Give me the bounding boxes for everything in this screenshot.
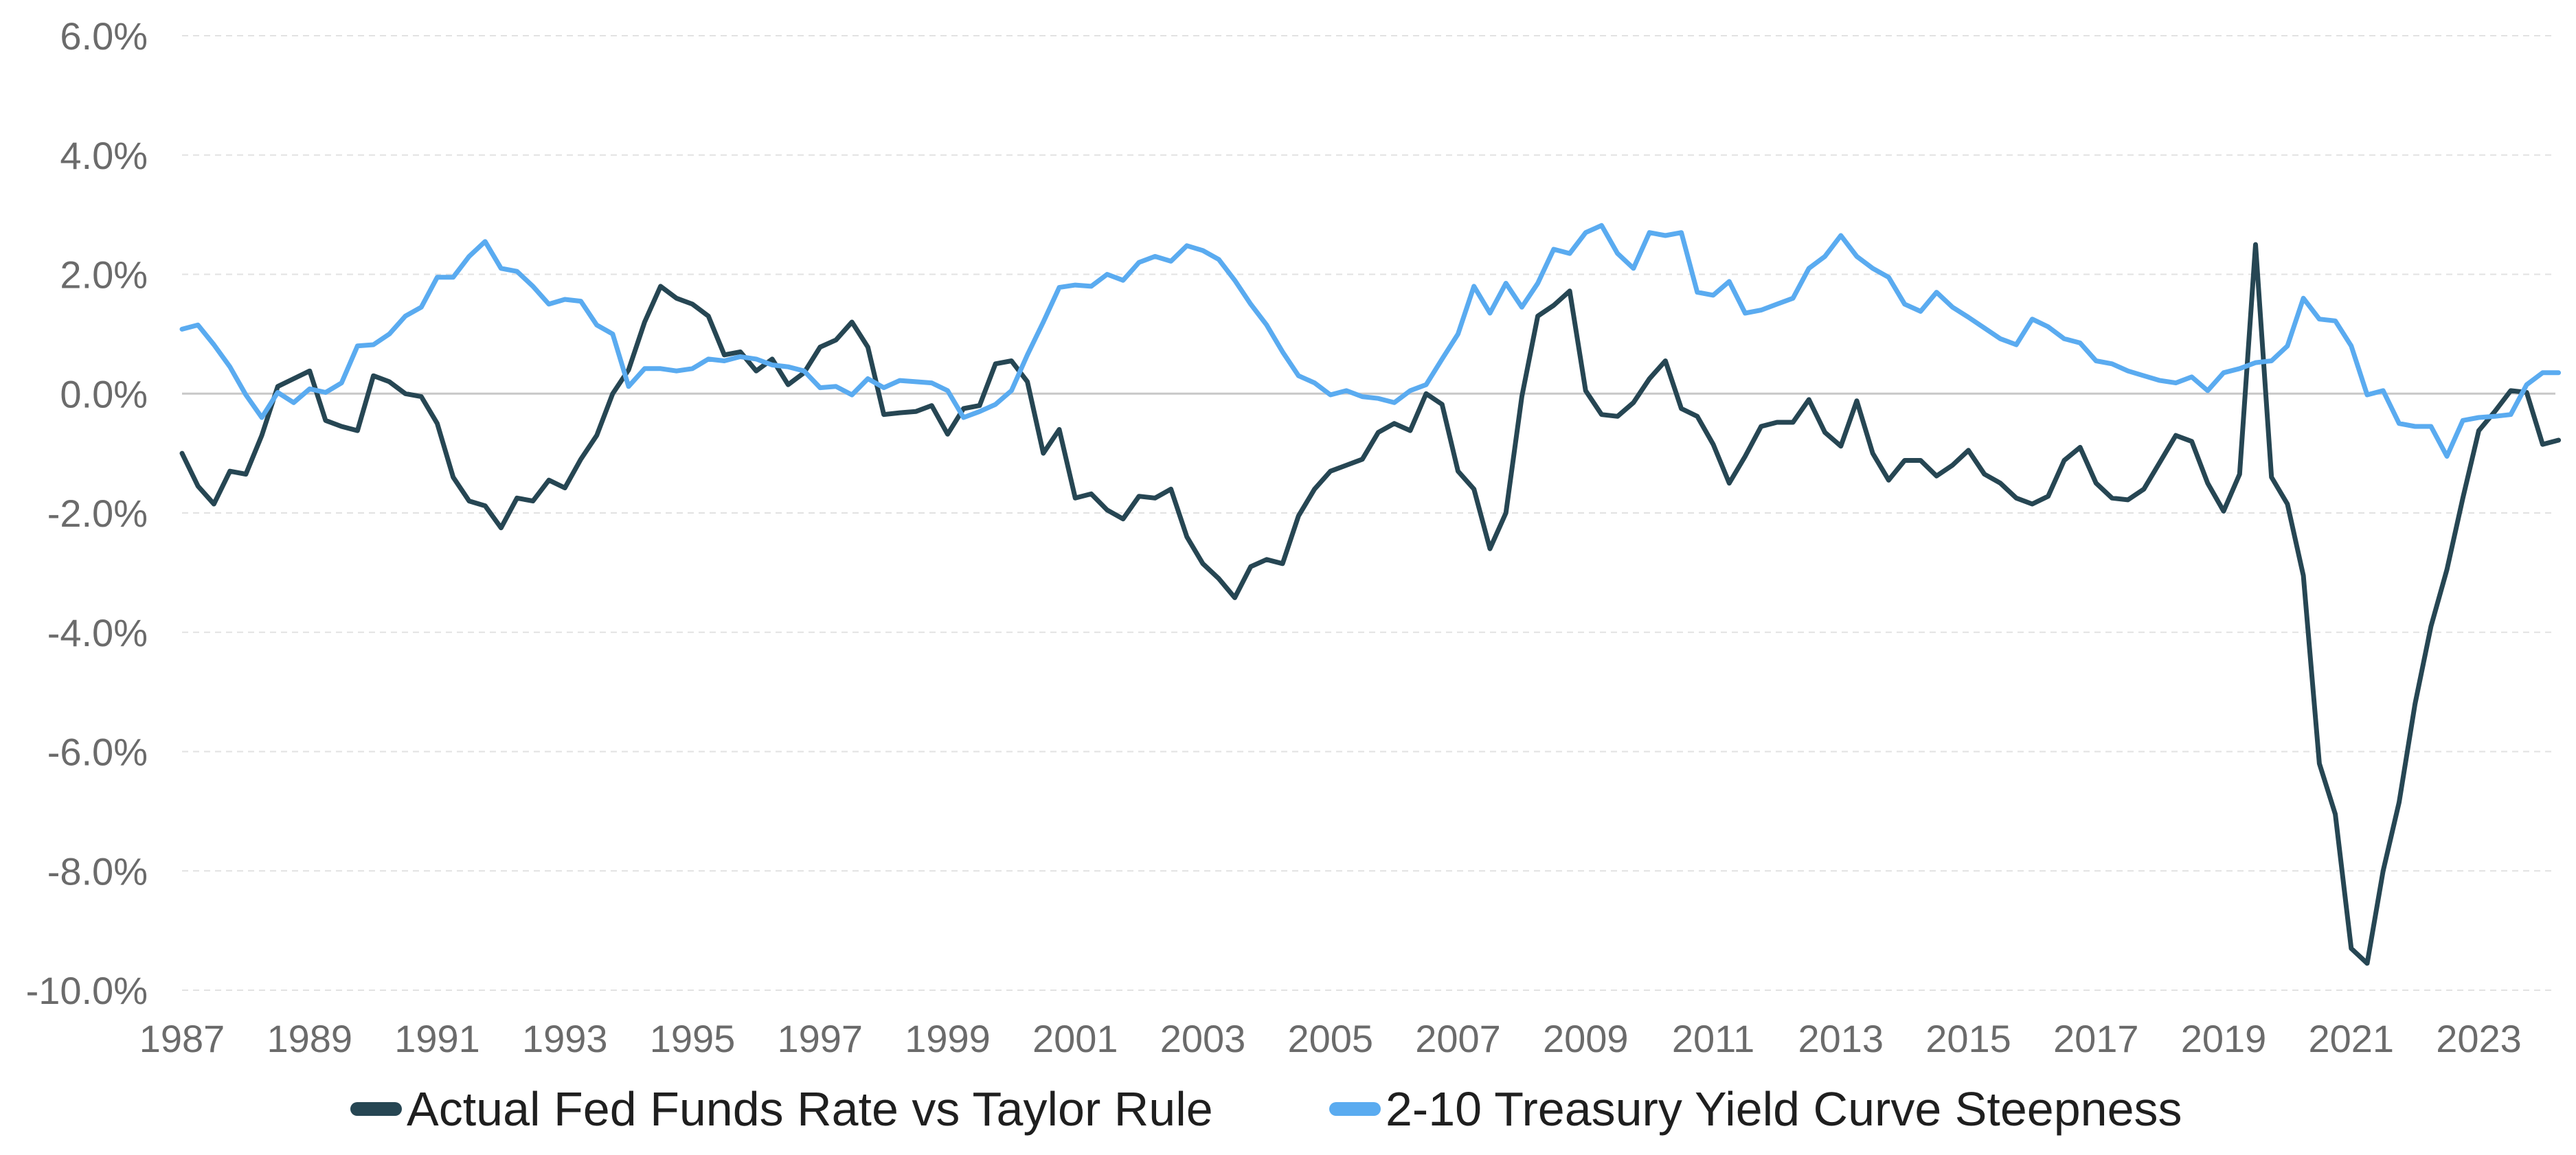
series-lines: [179, 222, 2562, 966]
grid-lines: [182, 35, 2555, 991]
legend-label-fed-funds-vs-taylor: Actual Fed Funds Rate vs Taylor Rule: [407, 1082, 1213, 1136]
x-tick-label: 2021: [2309, 1017, 2395, 1060]
x-tick-label: 2017: [2053, 1017, 2139, 1060]
x-tick-label: 2013: [1798, 1017, 1884, 1060]
x-tick-label: 2023: [2436, 1017, 2522, 1060]
y-tick-label: 4.0%: [60, 134, 148, 177]
x-tick-label: 1987: [139, 1017, 225, 1060]
y-tick-label: 6.0%: [60, 14, 148, 58]
y-tick-label: -10.0%: [26, 969, 148, 1012]
x-tick-label: 2003: [1160, 1017, 1246, 1060]
x-tick-label: 2009: [1543, 1017, 1629, 1060]
x-tick-label: 2015: [1925, 1017, 2011, 1060]
legend-label-yield-curve-steepness: 2-10 Treasury Yield Curve Steepness: [1386, 1082, 2182, 1136]
x-tick-label: 2005: [1287, 1017, 1373, 1060]
y-tick-label: -8.0%: [47, 849, 148, 893]
x-tick-label: 1999: [905, 1017, 991, 1060]
x-tick-label: 2019: [2181, 1017, 2267, 1060]
y-tick-label: -4.0%: [47, 611, 148, 654]
x-tick-label: 2011: [1672, 1017, 1754, 1060]
x-tick-label: 2007: [1415, 1017, 1501, 1060]
series-line-fed-funds-vs-taylor: [179, 242, 2562, 966]
axes: 6.0% 4.0% 2.0% 0.0% -2.0% -4.0% -6.0% -8.0% -10.…: [26, 14, 2555, 1060]
y-tick-label: -2.0%: [47, 492, 148, 535]
y-tick-label: 2.0%: [60, 253, 148, 297]
x-tick-label: 1993: [522, 1017, 608, 1060]
x-tick-label: 2001: [1032, 1017, 1118, 1060]
y-tick-label: 0.0%: [60, 372, 148, 415]
legend: Actual Fed Funds Rate vs Taylor Rule 2-1…: [350, 1082, 2182, 1136]
x-tick-label: 1995: [650, 1017, 736, 1060]
x-tick-label: 1991: [394, 1017, 480, 1060]
y-tick-label: -6.0%: [47, 731, 148, 774]
series-line-yield-curve-steepness: [179, 222, 2562, 459]
x-tick-label: 1989: [267, 1017, 352, 1060]
x-tick-label: 1997: [777, 1017, 863, 1060]
